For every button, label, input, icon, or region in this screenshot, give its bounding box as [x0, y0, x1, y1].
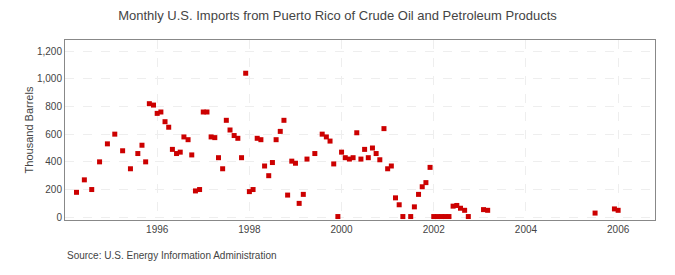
svg-text:1996: 1996 [146, 224, 169, 235]
svg-text:1,200: 1,200 [37, 46, 62, 57]
svg-text:600: 600 [45, 129, 62, 140]
svg-text:Monthly U.S. Imports from Puer: Monthly U.S. Imports from Puerto Rico of… [118, 8, 557, 23]
svg-text:Thousand Barrels: Thousand Barrels [23, 86, 35, 173]
svg-text:1,000: 1,000 [37, 73, 62, 84]
svg-text:2006: 2006 [607, 224, 630, 235]
svg-text:800: 800 [45, 101, 62, 112]
svg-text:200: 200 [45, 184, 62, 195]
svg-text:2002: 2002 [423, 224, 446, 235]
svg-text:Source: U.S. Energy Informatio: Source: U.S. Energy Information Administ… [67, 250, 277, 261]
svg-text:400: 400 [45, 156, 62, 167]
svg-text:0: 0 [56, 212, 62, 223]
svg-text:1998: 1998 [238, 224, 261, 235]
svg-text:2000: 2000 [330, 224, 353, 235]
svg-text:2004: 2004 [515, 224, 538, 235]
